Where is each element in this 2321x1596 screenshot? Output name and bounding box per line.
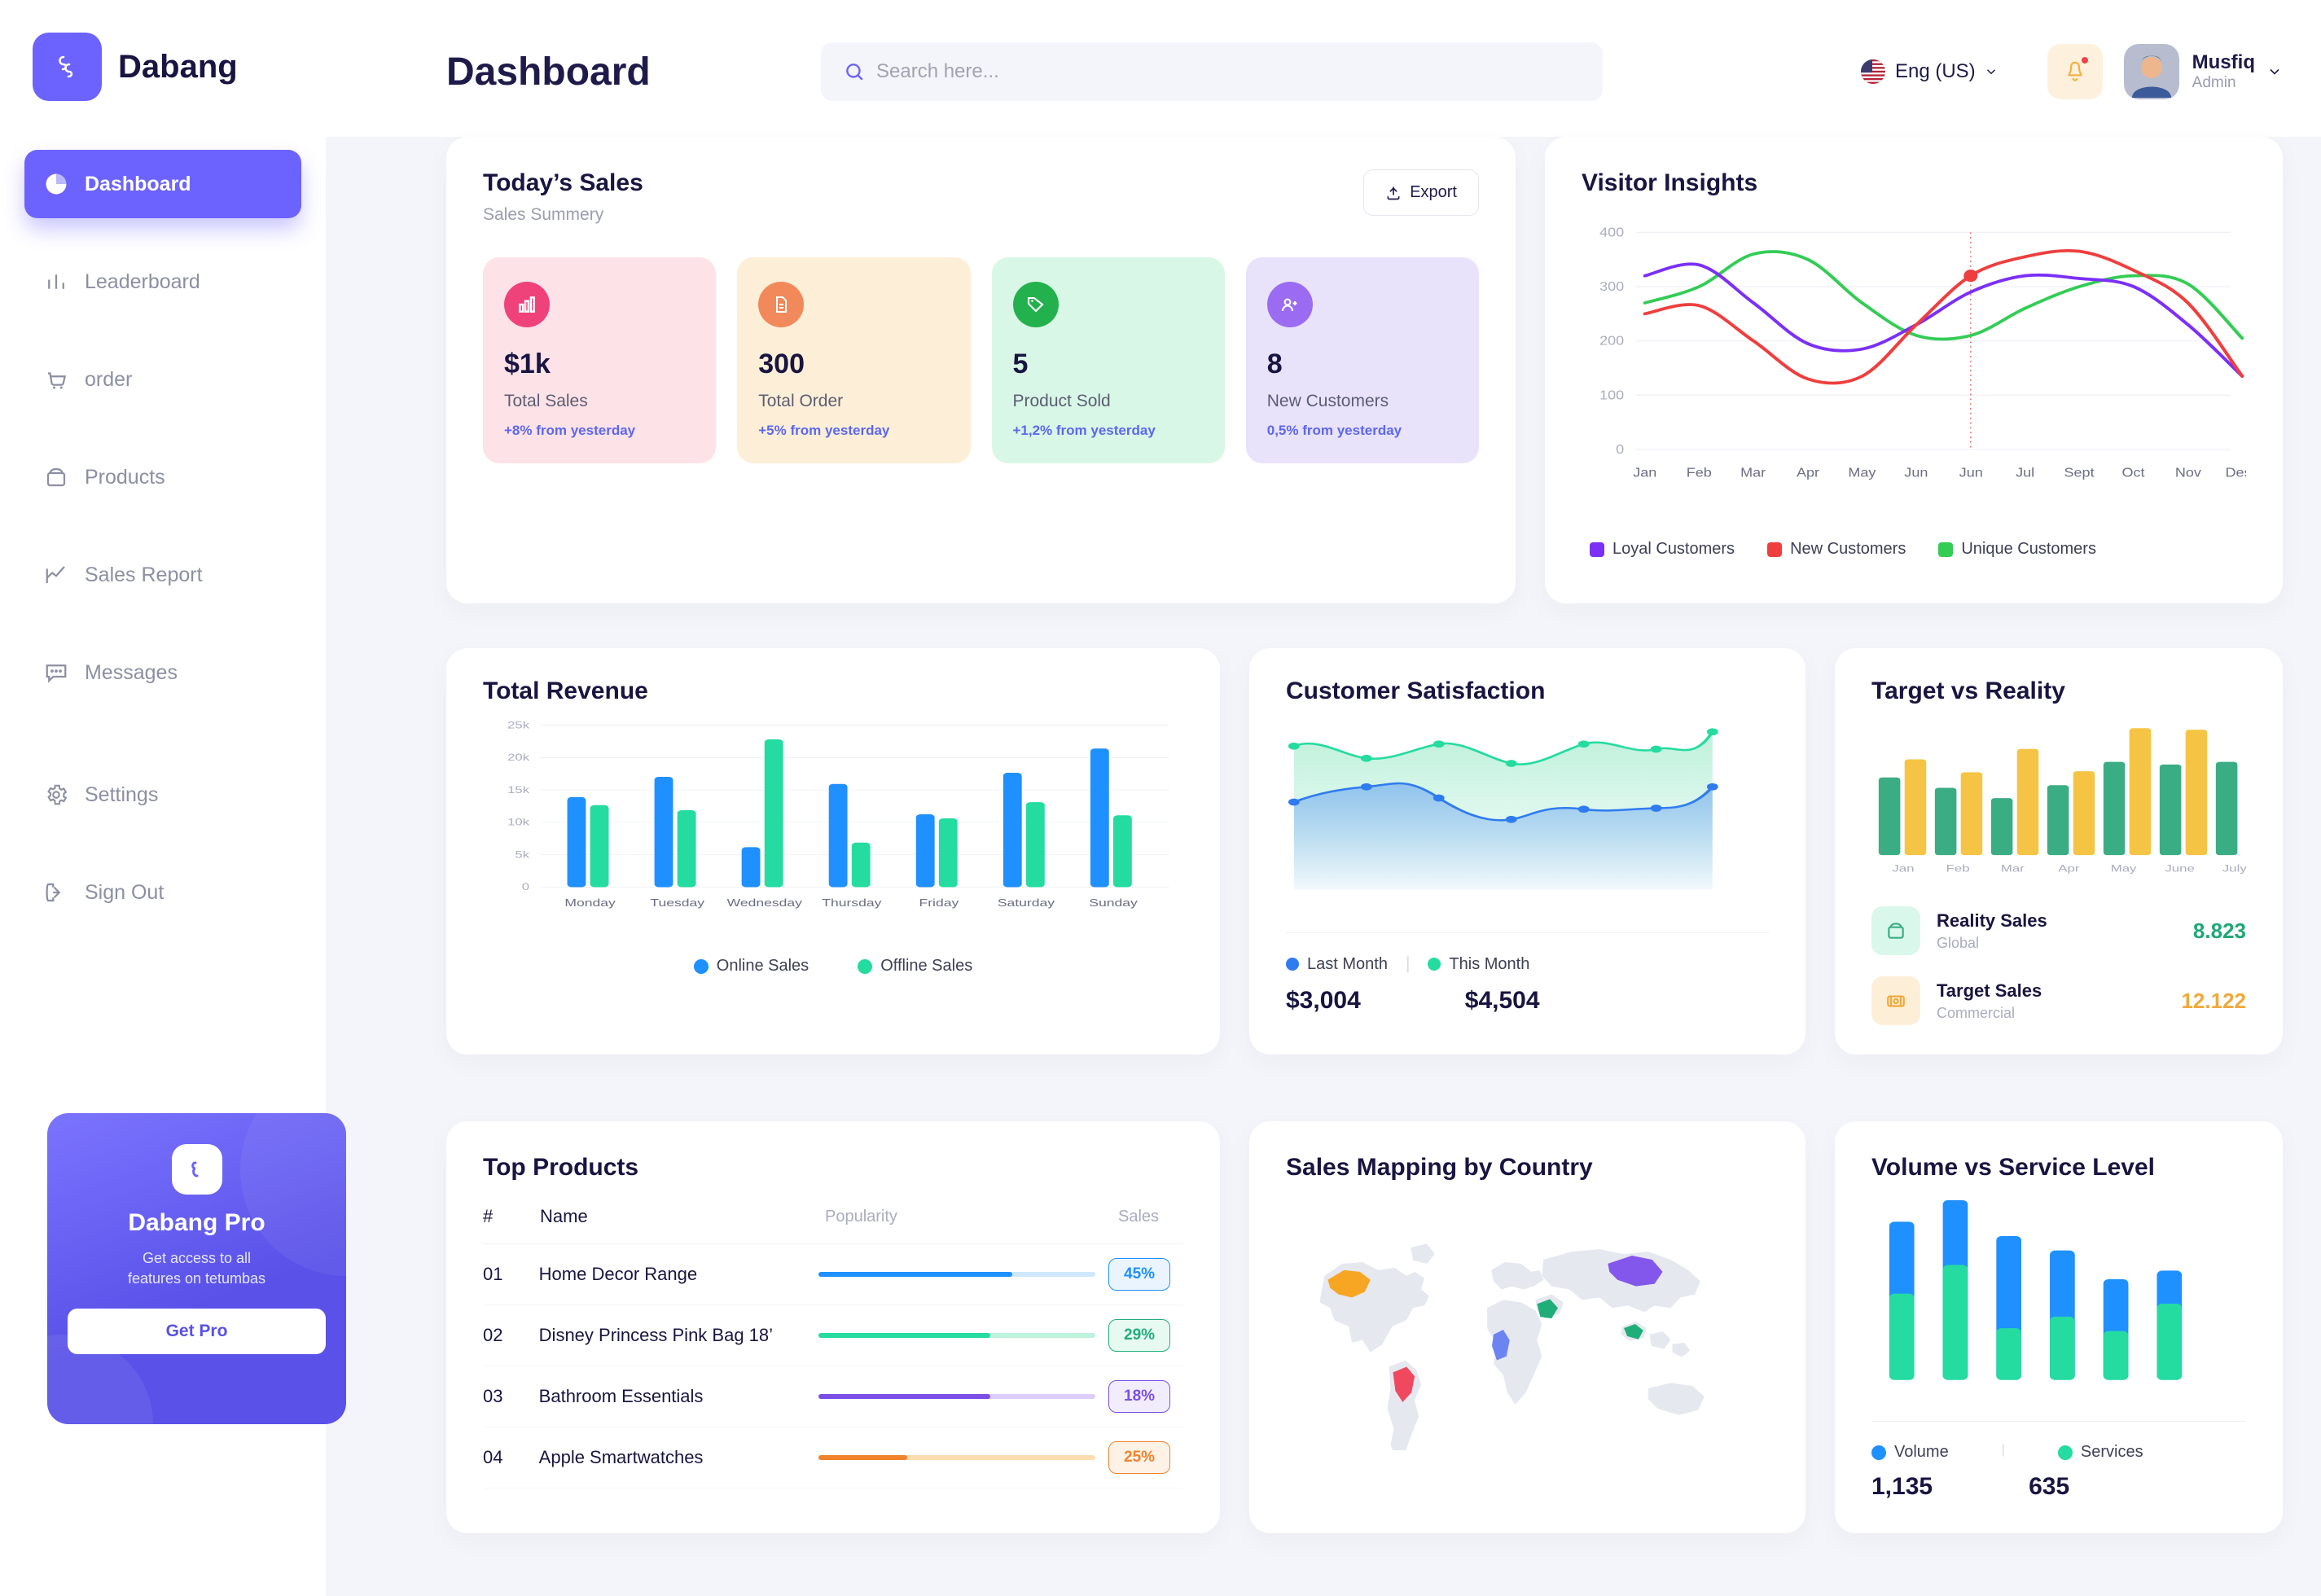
svg-text:Sunday: Sunday (1089, 897, 1138, 909)
svg-text:Des: Des (2225, 465, 2246, 480)
svg-text:July: July (2222, 864, 2246, 875)
svg-text:400: 400 (1599, 225, 1624, 239)
svg-text:May: May (1848, 465, 1876, 480)
svg-text:Jul: Jul (2016, 465, 2034, 480)
svg-text:Oct: Oct (2121, 465, 2144, 480)
svg-text:Sept: Sept (2064, 465, 2095, 480)
svg-text:Thursday: Thursday (822, 897, 882, 909)
svg-text:Mar: Mar (1740, 465, 1766, 480)
svg-text:June: June (2165, 864, 2194, 875)
svg-text:Feb: Feb (1946, 864, 1970, 875)
svg-text:Mar: Mar (2001, 864, 2025, 875)
svg-text:15k: 15k (507, 785, 530, 796)
svg-text:5k: 5k (515, 850, 530, 861)
svg-text:100: 100 (1599, 388, 1624, 402)
svg-text:Feb: Feb (1687, 465, 1712, 480)
svg-text:Nov: Nov (2175, 465, 2202, 480)
svg-text:Apr: Apr (1797, 465, 1819, 480)
svg-text:0: 0 (522, 882, 529, 892)
svg-text:Apr: Apr (2058, 864, 2079, 875)
svg-text:Monday: Monday (564, 897, 616, 909)
svg-text:Friday: Friday (919, 897, 959, 909)
svg-text:25k: 25k (507, 721, 530, 731)
svg-text:Jun: Jun (1904, 465, 1928, 480)
svg-text:200: 200 (1599, 334, 1624, 349)
svg-text:10k: 10k (507, 818, 530, 828)
svg-text:20k: 20k (507, 752, 530, 763)
svg-text:Jan: Jan (1633, 465, 1656, 480)
svg-text:Saturday: Saturday (998, 897, 1055, 909)
svg-text:Jun: Jun (1959, 465, 1983, 480)
svg-text:May: May (2111, 864, 2138, 875)
svg-text:Wednesday: Wednesday (727, 897, 803, 909)
svg-text:0: 0 (1616, 442, 1624, 457)
svg-text:300: 300 (1599, 279, 1624, 294)
svg-text:Tuesday: Tuesday (650, 897, 704, 909)
svg-text:Jan: Jan (1892, 864, 1914, 875)
